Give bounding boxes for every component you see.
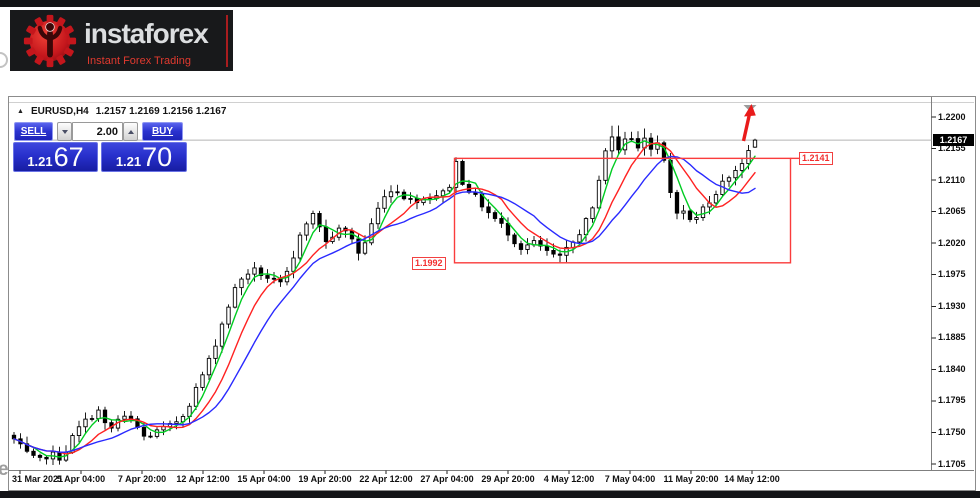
volume-increase-button[interactable] [123,122,138,141]
time-axis-label: 27 Apr 04:00 [420,473,474,484]
background-arc-fragment [0,52,8,68]
buy-price-box[interactable]: 1.21 70 [101,142,187,172]
top-black-bar [0,0,980,7]
time-axis-label: 31 Mar 2021 [12,473,64,484]
current-price-tag: 1.2167 [933,134,974,146]
sell-price-box[interactable]: 1.21 67 [13,142,98,172]
logo-wordmark: instaforex [84,18,209,49]
volume-input[interactable] [72,122,123,141]
time-axis-label: 7 May 04:00 [604,473,656,484]
chart-ohlc-values: 1.2157 1.2169 1.2156 1.2167 [95,106,227,117]
sell-price-pips: 67 [53,142,84,172]
logo-divider [226,15,228,67]
chart-symbol-period: EURUSD,H4 [30,106,89,117]
price-axis-label: 1.2020 [938,237,966,248]
price-axis-label: 1.1750 [938,426,966,437]
time-axis-label: 4 May 12:00 [543,473,595,484]
price-axis-label: 1.2155 [938,143,966,154]
price-axis-label: 1.1795 [938,395,966,406]
background-letter-fragment: e [0,459,9,480]
price-axis-label: 1.1885 [938,332,966,343]
price-axis-label: 1.1930 [938,300,966,311]
sell-button[interactable]: SELL [14,122,53,141]
time-axis-label: 7 Apr 20:00 [117,473,167,484]
triangle-up-icon [127,129,134,134]
time-axis-label: 12 Apr 12:00 [176,473,230,484]
logo-tagline: Instant Forex Trading [87,55,191,67]
time-axis-label: 14 May 12:00 [724,473,780,484]
volume-decrease-button[interactable] [57,122,72,141]
time-axis-label: 11 May 20:00 [663,473,719,484]
price-axis-label: 1.2065 [938,206,966,217]
gear-man-logo-icon [23,14,77,68]
time-axis-label: 22 Apr 12:00 [359,473,413,484]
price-axis-label: 1.1705 [938,458,966,469]
time-axis-label: 19 Apr 20:00 [298,473,352,484]
collapse-panel-icon[interactable]: ▲ [17,108,24,115]
triangle-down-icon [61,129,68,134]
price-axis-label: 1.1840 [938,363,966,374]
resistance-level-label[interactable]: 1.2141 [799,152,833,165]
time-axis-label: 29 Apr 20:00 [481,473,535,484]
price-axis-label: 1.1975 [938,269,966,280]
time-axis-label: 5 Apr 04:00 [56,473,106,484]
price-axis-label: 1.2200 [938,111,966,122]
sell-price-major: 1.21 [27,154,53,169]
buy-price-major: 1.21 [115,154,142,169]
buy-price-pips: 70 [142,142,173,172]
instaforex-logo-panel: instaforex Instant Forex Trading [10,10,233,71]
chart-title: ▲ EURUSD,H4 1.2157 1.2169 1.2156 1.2167 [17,105,226,118]
bottom-black-bar [0,491,980,498]
buy-button[interactable]: BUY [142,122,183,141]
support-level-label[interactable]: 1.1992 [412,256,446,270]
time-axis-label: 15 Apr 04:00 [237,473,291,484]
price-axis-label: 1.2110 [938,174,966,185]
